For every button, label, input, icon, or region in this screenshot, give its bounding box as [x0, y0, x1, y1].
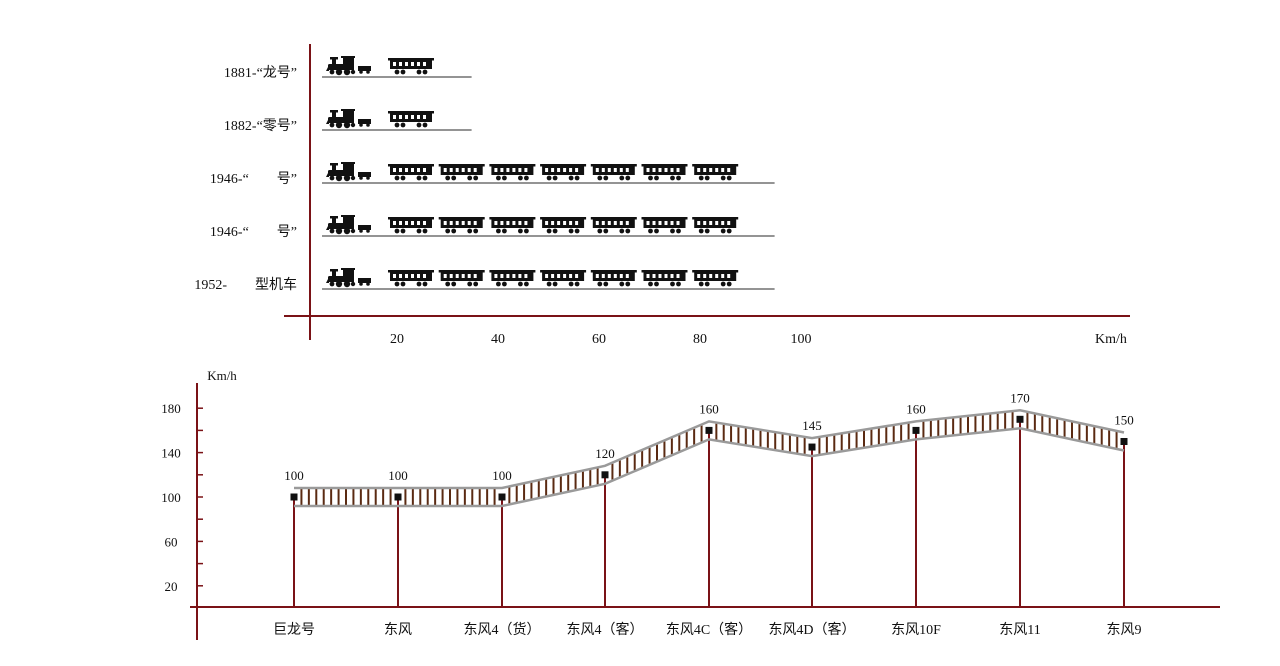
track-rail-upper [294, 409, 1125, 490]
coach-icon [641, 164, 688, 181]
locomotive-icon [326, 162, 371, 182]
coach-icon [641, 270, 688, 287]
x-category-label: 东风4（货） [464, 621, 541, 638]
coach-icon [540, 217, 587, 234]
coach-icon [489, 217, 536, 234]
train-bar [322, 215, 775, 237]
x-category-label: 巨龙号 [273, 622, 315, 638]
coach-icon [388, 164, 434, 181]
bottom-chart: 20 60 100 140 180 Km/h 100 巨龙号 100 东风 100 东风4（货） 120… [161, 368, 1220, 640]
y-tick-label: 20 [165, 579, 178, 594]
x-tick-label: 80 [693, 332, 707, 347]
train-bar [322, 109, 472, 131]
coach-icon [388, 217, 434, 234]
locomotive-icon [326, 56, 371, 76]
data-label: 160 [906, 401, 926, 416]
category-label: 1946-“ 号” [210, 172, 297, 187]
train-bar [322, 56, 472, 78]
train-bar [322, 268, 775, 290]
data-label: 170 [1010, 390, 1030, 405]
coach-icon [438, 270, 485, 287]
locomotive-icon [326, 109, 371, 129]
data-label: 150 [1114, 413, 1134, 428]
top-chart: 20 40 60 80 100 Km/h 1881-“龙号” 1882-“零号” 1946-“ … [194, 44, 1130, 347]
data-point-marker [808, 443, 816, 451]
data-label: 100 [284, 468, 304, 483]
category-label: 1952- 型机车 [194, 276, 297, 293]
locomotive-icon [326, 215, 371, 235]
data-label: 100 [492, 468, 512, 483]
y-axis-title: Km/h [207, 368, 237, 383]
coach-icon [388, 270, 434, 287]
coach-icon [590, 217, 637, 234]
data-point-marker [394, 493, 402, 501]
locomotive-icon [326, 268, 371, 288]
coach-icon [692, 270, 739, 287]
data-point-marker [1016, 415, 1024, 423]
x-tick-label: 40 [491, 332, 505, 347]
x-category-label: 东风 [384, 622, 412, 638]
x-tick-label: 100 [791, 332, 812, 347]
x-tick-label: 20 [390, 332, 404, 347]
y-tick-label: 140 [161, 446, 181, 461]
coach-icon [540, 270, 587, 287]
coach-icon [388, 58, 434, 75]
coach-icon [540, 164, 587, 181]
coach-icon [641, 217, 688, 234]
x-axis-title: Km/h [1095, 332, 1127, 347]
x-category-label: 东风4D（客） [768, 621, 855, 638]
data-label: 120 [595, 446, 615, 461]
coach-icon [692, 164, 739, 181]
coach-icon [438, 217, 485, 234]
x-category-label: 东风11 [999, 622, 1040, 638]
category-label: 1881-“龙号” [224, 65, 297, 81]
coach-icon [388, 111, 434, 128]
data-label: 145 [802, 418, 822, 433]
category-label: 1882-“零号” [224, 118, 297, 134]
data-point-marker [290, 493, 298, 501]
coach-icon [692, 217, 739, 234]
x-category-label: 东风9 [1107, 622, 1142, 638]
y-tick-label: 180 [161, 401, 181, 416]
x-category-label: 东风10F [891, 622, 941, 638]
x-category-label: 东风4C（客） [666, 621, 752, 638]
data-point-marker [705, 426, 713, 434]
x-category-label: 东风4（客） [567, 621, 644, 638]
data-point-marker [1120, 438, 1128, 445]
coach-icon [590, 164, 637, 181]
category-label: 1946-“ 号” [210, 225, 297, 240]
data-point-marker [498, 493, 506, 501]
coach-icon [590, 270, 637, 287]
track-rail-lower [294, 427, 1125, 508]
data-label: 160 [699, 401, 719, 416]
x-tick-label: 60 [592, 332, 606, 347]
data-point-marker [912, 426, 920, 434]
y-tick-label: 100 [161, 490, 181, 505]
coach-icon [489, 164, 536, 181]
data-point-marker [601, 471, 609, 479]
train-bar [322, 162, 775, 184]
coach-icon [438, 164, 485, 181]
y-tick-label: 60 [165, 534, 178, 549]
data-label: 100 [388, 468, 408, 483]
coach-icon [489, 270, 536, 287]
